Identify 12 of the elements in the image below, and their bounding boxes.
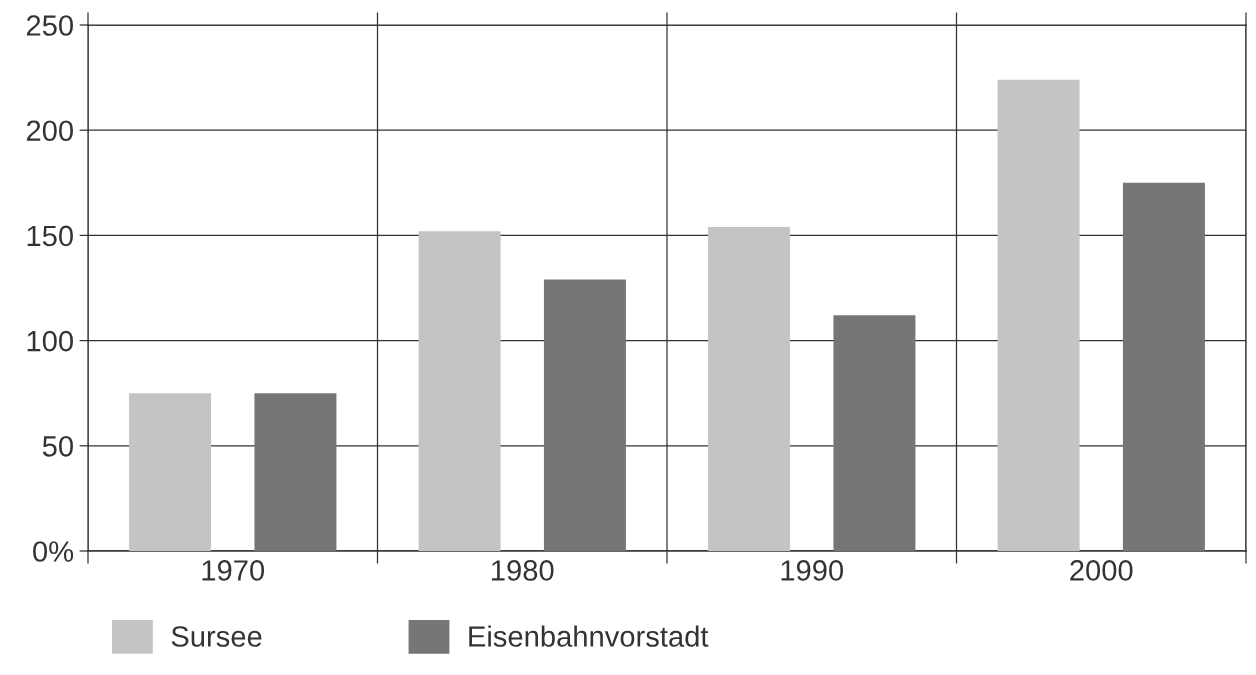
y-tick-label: 0% — [33, 541, 74, 562]
y-tick-label: 100 — [27, 330, 73, 352]
x-tick-label: 2000 — [1070, 560, 1133, 581]
y-tick-label: 150 — [27, 225, 73, 247]
y-tick-label: 250 — [26, 15, 73, 36]
legend-label: Sursee — [171, 626, 262, 647]
x-tick-label: 1980 — [492, 560, 554, 581]
y-tick-label: 200 — [26, 120, 73, 142]
x-tick-label: 1970 — [202, 560, 265, 581]
legend-label: Eisenbahnvorstadt — [469, 625, 709, 647]
x-tick-label: 1990 — [781, 560, 844, 581]
y-tick-label: 50 — [42, 436, 73, 457]
